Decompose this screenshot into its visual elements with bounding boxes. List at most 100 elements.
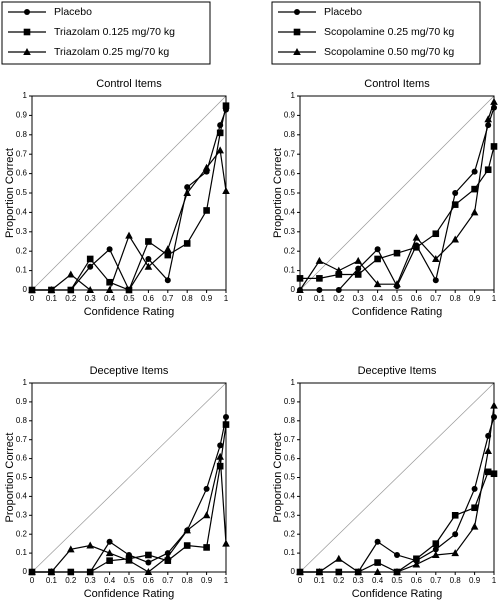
data-point xyxy=(144,262,153,270)
y-tick-label: 0.7 xyxy=(284,435,296,444)
data-point xyxy=(451,201,459,208)
y-tick-label: 0.9 xyxy=(284,111,296,120)
y-tick-label: 0.8 xyxy=(284,416,296,425)
data-point xyxy=(145,238,152,245)
y-tick-label: 0 xyxy=(291,285,296,294)
x-axis-label: Confidence Rating xyxy=(84,588,175,600)
x-tick-label: 0.8 xyxy=(450,294,462,303)
x-tick-label: 0.2 xyxy=(333,576,345,585)
x-tick-label: 0.2 xyxy=(65,576,77,585)
data-point xyxy=(106,246,113,253)
y-tick-label: 0.6 xyxy=(16,454,28,463)
data-point xyxy=(373,568,382,575)
data-point xyxy=(394,551,400,558)
y-tick-label: 0.8 xyxy=(284,130,296,139)
data-point xyxy=(86,286,94,293)
data-point xyxy=(67,545,75,553)
legend-marker xyxy=(293,48,301,55)
data-point xyxy=(412,233,421,241)
legend-box xyxy=(271,1,481,65)
y-tick-label: 0.1 xyxy=(284,266,296,275)
data-point xyxy=(216,129,224,137)
y-tick-label: 0.4 xyxy=(16,208,28,217)
y-tick-label: 0 xyxy=(291,567,296,576)
x-tick-label: 0.6 xyxy=(411,294,423,303)
data-point xyxy=(28,568,36,575)
data-point xyxy=(164,552,172,560)
x-tick-label: 0.3 xyxy=(85,576,97,585)
data-point xyxy=(216,146,224,154)
x-tick-label: 0.4 xyxy=(372,294,384,303)
data-point xyxy=(315,568,324,575)
data-point xyxy=(184,184,191,191)
data-point xyxy=(354,271,362,278)
x-tick-label: 0.2 xyxy=(333,294,345,303)
y-tick-label: 0.7 xyxy=(284,149,296,158)
chart-title: Deceptive Items xyxy=(358,365,437,377)
data-point xyxy=(490,143,498,150)
x-tick-label: 0.9 xyxy=(201,294,213,303)
y-tick-label: 0.5 xyxy=(284,188,296,197)
data-point xyxy=(490,97,498,105)
x-tick-label: 0.8 xyxy=(450,576,462,585)
data-point xyxy=(373,280,382,288)
data-point xyxy=(335,568,343,576)
data-point xyxy=(490,401,498,409)
y-tick-label: 0.4 xyxy=(284,492,296,501)
data-point xyxy=(432,540,440,547)
data-point xyxy=(432,230,440,238)
data-point xyxy=(105,549,114,557)
data-point xyxy=(67,286,75,294)
data-point xyxy=(164,557,172,564)
legend-label: Triazolam 0.125 mg/70 kg xyxy=(54,26,175,38)
x-tick-label: 0.1 xyxy=(46,576,58,585)
data-point xyxy=(374,538,381,545)
y-tick-label: 0.8 xyxy=(16,416,28,425)
x-tick-label: 0 xyxy=(30,576,35,585)
data-point xyxy=(222,187,230,195)
data-point xyxy=(164,277,171,284)
y-tick-label: 0.7 xyxy=(16,149,28,158)
y-tick-label: 0.6 xyxy=(16,169,28,178)
x-tick-label: 1 xyxy=(492,294,497,303)
data-point xyxy=(413,244,420,251)
data-point xyxy=(471,485,478,492)
data-point xyxy=(432,254,440,262)
y-axis-label: Proportion Correct xyxy=(4,148,16,238)
data-point xyxy=(470,208,479,216)
data-point xyxy=(203,207,210,214)
x-tick-label: 0 xyxy=(298,576,303,585)
y-tick-label: 0.7 xyxy=(16,435,28,444)
y-tick-label: 0.5 xyxy=(284,473,296,482)
y-tick-label: 1 xyxy=(23,378,28,387)
y-tick-label: 0.4 xyxy=(284,208,296,217)
chart-title: Deceptive Items xyxy=(90,365,169,377)
x-tick-label: 0.3 xyxy=(353,294,365,303)
data-point xyxy=(183,542,191,549)
y-tick-label: 0.1 xyxy=(16,266,28,275)
data-point xyxy=(452,190,459,196)
data-point xyxy=(413,555,420,563)
data-point xyxy=(145,559,152,566)
x-tick-label: 0.1 xyxy=(314,294,326,303)
legend-box xyxy=(1,1,211,65)
x-tick-label: 0.9 xyxy=(469,576,481,585)
data-point xyxy=(354,568,362,575)
diagonal xyxy=(299,95,495,291)
x-tick-label: 0.5 xyxy=(123,294,135,303)
series-line xyxy=(32,456,227,573)
y-tick-label: 0.3 xyxy=(16,510,28,519)
data-point xyxy=(86,255,94,263)
data-point xyxy=(87,263,94,270)
data-point xyxy=(484,115,492,123)
legend-marker xyxy=(23,48,31,55)
data-point xyxy=(217,442,224,449)
series-line xyxy=(299,101,495,291)
data-point xyxy=(222,539,230,547)
data-point xyxy=(393,249,401,257)
x-tick-label: 0.5 xyxy=(391,576,403,585)
y-tick-label: 0.4 xyxy=(16,492,28,501)
y-tick-label: 0.6 xyxy=(284,454,296,463)
data-point xyxy=(335,266,343,274)
x-tick-label: 0.7 xyxy=(430,294,442,303)
